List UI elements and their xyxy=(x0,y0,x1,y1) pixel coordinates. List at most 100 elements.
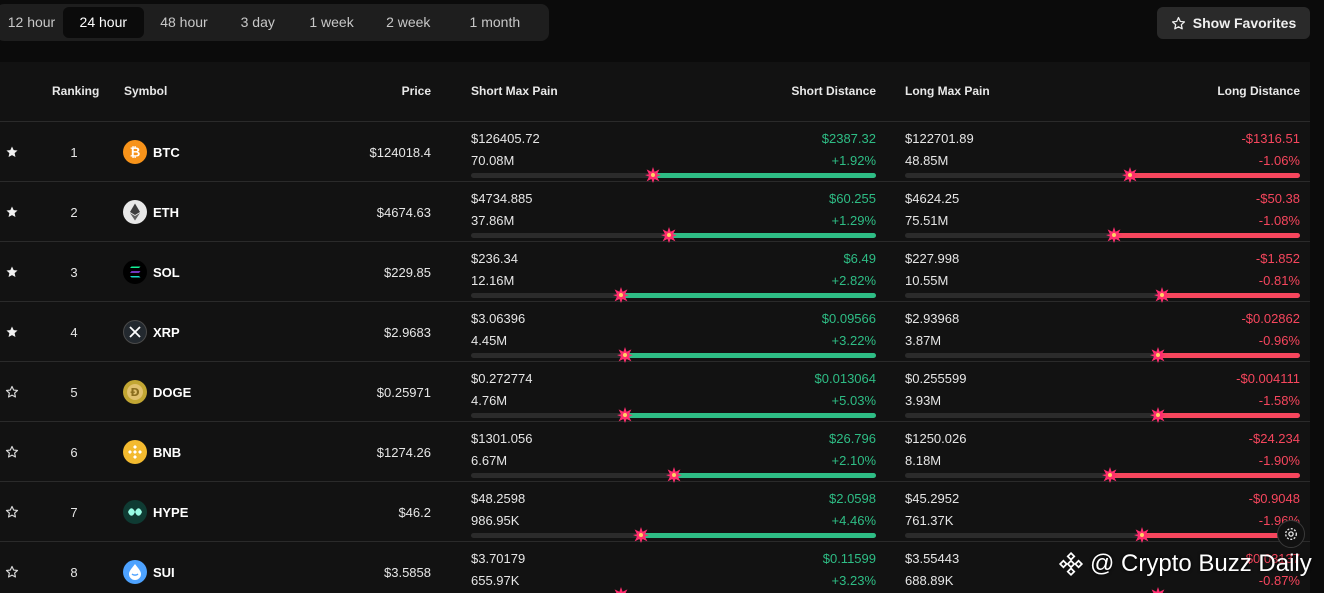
burst-marker-icon xyxy=(661,227,678,243)
long-distance-bar xyxy=(905,347,1300,363)
long-distance-fill xyxy=(1142,533,1300,538)
long-max-pain-price: $45.2952 xyxy=(905,491,960,506)
symbol-cell[interactable]: BNB xyxy=(153,445,182,460)
short-max-pain-price: $4734.885 xyxy=(471,191,533,206)
long-max-pain-volume: 688.89K xyxy=(905,573,954,588)
long-distance-percent: -1.58% xyxy=(1258,393,1300,408)
long-distance-fill xyxy=(1157,413,1300,418)
star-outline-icon[interactable] xyxy=(5,385,19,399)
symbol-cell[interactable]: DOGE xyxy=(153,385,192,400)
short-max-pain-price: $236.34 xyxy=(471,251,518,266)
short-distance-percent: +5.03% xyxy=(831,393,876,408)
gear-icon xyxy=(1285,528,1297,540)
star-outline-icon[interactable] xyxy=(5,445,19,459)
table-row[interactable]: 3 SOL $229.85 $236.34 12.16M $6.49 +2.82… xyxy=(0,242,1310,303)
long-distance-bar xyxy=(905,167,1300,183)
long-distance-value: -$0.02862 xyxy=(1241,311,1300,326)
short-distance-value: $60.255 xyxy=(829,191,876,206)
long-max-pain-price: $227.998 xyxy=(905,251,960,266)
bitcoin-icon: ₿ xyxy=(123,140,147,164)
long-distance-fill xyxy=(1110,473,1300,478)
header-short-distance[interactable]: Short Distance xyxy=(791,84,876,98)
table-row[interactable]: 2 ETH $4674.63 $4734.885 37.86M $60.255 … xyxy=(0,182,1310,243)
burst-marker-icon xyxy=(1106,227,1123,243)
long-distance-percent: -0.96% xyxy=(1258,333,1300,348)
header-ranking[interactable]: Ranking xyxy=(52,84,100,98)
rank-cell: 1 xyxy=(70,145,78,160)
table-row[interactable]: 1 ₿ BTC $124018.4 $126405.72 70.08M $238… xyxy=(0,122,1310,183)
short-distance-fill xyxy=(669,233,876,238)
long-distance-bar xyxy=(905,527,1300,543)
short-distance-fill xyxy=(624,413,876,418)
table-row[interactable]: 7 HYPE $46.2 $48.2598 986.95K $2.0598 +4… xyxy=(0,482,1310,543)
table-row[interactable]: 6 BNB $1274.26 $1301.056 6.67M $26.796 +… xyxy=(0,422,1310,483)
price-cell: $124018.4 xyxy=(369,145,431,160)
short-max-pain-volume: 70.08M xyxy=(471,153,515,168)
long-distance-percent: -1.90% xyxy=(1258,453,1300,468)
tab-1-month[interactable]: 1 month xyxy=(469,14,521,30)
long-max-pain-volume: 48.85M xyxy=(905,153,949,168)
short-max-pain-volume: 986.95K xyxy=(471,513,520,528)
table-row[interactable]: 8 SUI $3.5858 $3.70179 655.97K $0.11599 … xyxy=(0,542,1310,593)
symbol-cell[interactable]: HYPE xyxy=(153,505,189,520)
long-max-pain-price: $2.93968 xyxy=(905,311,960,326)
short-distance-percent: +3.23% xyxy=(831,573,876,588)
tab-3-day[interactable]: 3 day xyxy=(240,14,275,30)
rank-cell: 3 xyxy=(70,265,78,280)
short-distance-value: $26.796 xyxy=(829,431,876,446)
rank-cell: 5 xyxy=(70,385,78,400)
price-cell: $1274.26 xyxy=(376,445,431,460)
short-distance-value: $2.0598 xyxy=(829,491,876,506)
header-long-distance[interactable]: Long Distance xyxy=(1217,84,1300,98)
star-filled-icon[interactable] xyxy=(5,205,19,219)
symbol-cell[interactable]: SUI xyxy=(153,565,175,580)
symbol-cell[interactable]: BTC xyxy=(153,145,180,160)
short-max-pain-price: $3.70179 xyxy=(471,551,526,566)
settings-button[interactable] xyxy=(1277,520,1305,548)
burst-marker-icon xyxy=(1122,167,1139,183)
header-short-max-pain[interactable]: Short Max Pain xyxy=(471,84,558,98)
tab-2-week[interactable]: 2 week xyxy=(386,14,431,30)
short-distance-value: $6.49 xyxy=(843,251,876,266)
long-max-pain-volume: 3.87M xyxy=(905,333,942,348)
long-distance-value: -$24.234 xyxy=(1248,431,1300,446)
short-distance-bar xyxy=(471,467,876,483)
burst-marker-icon xyxy=(1153,287,1170,303)
star-outline-icon[interactable] xyxy=(5,565,19,579)
long-distance-fill xyxy=(1130,173,1300,178)
table-row[interactable]: 4 XRP $2.9683 $3.06396 4.45M $0.09566 +3… xyxy=(0,302,1310,363)
tab-12-hour[interactable]: 12 hour xyxy=(7,14,56,30)
symbol-cell[interactable]: SOL xyxy=(153,265,180,280)
short-max-pain-price: $48.2598 xyxy=(471,491,526,506)
star-filled-icon[interactable] xyxy=(5,145,19,159)
long-distance-value: -$1.852 xyxy=(1255,251,1300,266)
header-long-max-pain[interactable]: Long Max Pain xyxy=(905,84,990,98)
symbol-cell[interactable]: XRP xyxy=(153,325,180,340)
short-distance-percent: +1.29% xyxy=(831,213,876,228)
long-max-pain-volume: 3.93M xyxy=(905,393,942,408)
show-favorites-button[interactable]: Show Favorites xyxy=(1157,7,1310,39)
short-distance-fill xyxy=(673,473,876,478)
star-filled-icon[interactable] xyxy=(5,325,19,339)
burst-marker-icon xyxy=(616,407,633,423)
price-cell: $229.85 xyxy=(384,265,431,280)
header-price[interactable]: Price xyxy=(401,84,431,98)
burst-marker-icon xyxy=(1102,467,1119,483)
table-row[interactable]: 5 Ð DOGE $0.25971 $0.272774 4.76M $0.013… xyxy=(0,362,1310,423)
long-max-pain-volume: 761.37K xyxy=(905,513,954,528)
table-header: Ranking Symbol Price Short Max Pain Shor… xyxy=(0,62,1310,122)
burst-marker-icon xyxy=(645,167,662,183)
max-pain-table: Ranking Symbol Price Short Max Pain Shor… xyxy=(0,62,1310,593)
tab-24-hour[interactable]: 24 hour xyxy=(62,7,144,38)
short-distance-percent: +4.46% xyxy=(831,513,876,528)
star-outline-icon[interactable] xyxy=(5,505,19,519)
symbol-cell[interactable]: ETH xyxy=(153,205,179,220)
long-max-pain-volume: 75.51M xyxy=(905,213,949,228)
short-distance-bar xyxy=(471,167,876,183)
hype-icon xyxy=(123,500,147,524)
header-symbol[interactable]: Symbol xyxy=(124,84,168,98)
time-range-tabs: 12 hour 24 hour 48 hour 3 day 1 week 2 week 1 … xyxy=(0,4,549,41)
star-filled-icon[interactable] xyxy=(5,265,19,279)
tab-1-week[interactable]: 1 week xyxy=(309,14,354,30)
tab-48-hour[interactable]: 48 hour xyxy=(160,14,208,30)
